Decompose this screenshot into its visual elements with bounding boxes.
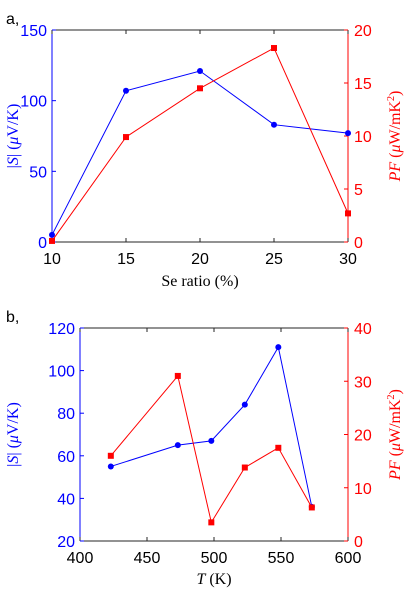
y-right-tick-label: 5 — [354, 182, 363, 199]
x-tick-label: 20 — [191, 251, 209, 268]
y-right-tick-label: 20 — [354, 428, 372, 445]
x-tick-label: 400 — [67, 550, 94, 567]
data-point-seebeck — [174, 442, 181, 449]
y-right-tick-label: 20 — [354, 23, 372, 40]
y-left-tick-label: 20 — [57, 534, 75, 551]
data-point-power-factor — [345, 210, 351, 217]
data-point-power-factor — [123, 134, 129, 141]
data-point-power-factor — [275, 444, 282, 451]
data-point-seebeck — [241, 401, 248, 408]
y-right-tick-label: 10 — [354, 481, 372, 498]
series-line-seebeck — [110, 345, 313, 508]
y-left-tick-label: 120 — [48, 321, 75, 338]
data-point-seebeck — [208, 437, 215, 444]
x-tick-label: 450 — [134, 550, 161, 567]
data-point-power-factor — [308, 504, 315, 511]
y-right-tick-label: 10 — [354, 129, 372, 146]
data-point-seebeck — [345, 130, 351, 137]
x-tick-label: 10 — [43, 251, 61, 268]
x-tick-label: 500 — [201, 550, 228, 567]
y-right-tick-label: 0 — [354, 534, 363, 551]
x-tick-label: 550 — [268, 550, 295, 567]
data-point-power-factor — [107, 452, 114, 459]
series-line-seebeck — [51, 70, 349, 236]
panel-b: b, 400 450 500 550 600 20 40 60 80 100 120 0 10 20 30 40… — [5, 309, 404, 588]
data-point-seebeck — [271, 121, 277, 128]
data-point-power-factor — [208, 519, 215, 526]
y-right-tick-label: 15 — [354, 76, 372, 93]
y-left-tick-label: 50 — [29, 164, 47, 181]
series-line-power-factor — [51, 47, 349, 242]
y-left-tick-label: 40 — [57, 491, 75, 508]
data-point-seebeck — [123, 87, 129, 94]
y-axis-label-left: |S| (μV/K) — [5, 104, 22, 169]
y-right-tick-label: 40 — [354, 321, 372, 338]
panel-label: a, — [6, 11, 19, 28]
x-tick-label: 25 — [265, 251, 283, 268]
y-axis-label-right: PF (μW/mK2) — [386, 389, 404, 481]
data-point-seebeck — [275, 344, 282, 351]
y-left-tick-label: 0 — [38, 235, 47, 252]
y-left-tick-label: 100 — [20, 94, 47, 111]
data-point-seebeck — [107, 463, 114, 470]
x-axis-label: T (K) — [196, 571, 231, 588]
data-point-power-factor — [49, 237, 55, 244]
data-point-power-factor — [271, 45, 277, 52]
y-left-tick-label: 80 — [57, 406, 75, 423]
panel-label: b, — [6, 309, 19, 326]
x-tick-label: 15 — [117, 251, 135, 268]
x-tick-label: 600 — [335, 550, 362, 567]
y-left-tick-label: 100 — [48, 364, 75, 381]
series-line-power-factor — [110, 374, 313, 524]
y-left-tick-label: 60 — [57, 449, 75, 466]
y-axis-label-right: PF (μW/mK2) — [386, 91, 404, 183]
data-point-power-factor — [241, 464, 248, 471]
data-point-power-factor — [197, 85, 203, 92]
data-point-power-factor — [174, 372, 181, 379]
data-point-seebeck — [49, 231, 55, 238]
y-left-tick-label: 150 — [20, 23, 47, 40]
y-axis-label-left: |S| (μV/K) — [5, 402, 22, 467]
y-right-tick-label: 30 — [354, 374, 372, 391]
x-axis-label: Se ratio (%) — [161, 273, 238, 290]
x-tick-label: 30 — [339, 251, 357, 268]
y-right-tick-label: 0 — [354, 235, 363, 252]
data-point-seebeck — [197, 67, 203, 74]
